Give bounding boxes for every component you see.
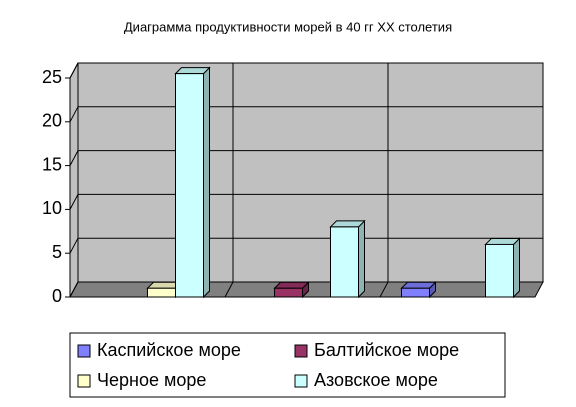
- bar-top: [400, 281, 437, 289]
- bar-top: [174, 67, 211, 75]
- legend-swatch: [294, 374, 308, 388]
- legend-swatch: [294, 344, 308, 358]
- y-tick-label: 25: [42, 67, 62, 87]
- y-tick-label: 5: [52, 242, 62, 262]
- grid-line: [69, 237, 79, 254]
- bar-top: [484, 237, 521, 245]
- group-divider: [224, 281, 234, 298]
- group-divider: [379, 281, 389, 298]
- legend-box: [69, 332, 506, 398]
- bar: [175, 73, 204, 298]
- bar-top: [329, 220, 366, 228]
- bar: [147, 287, 176, 298]
- grid-line: [69, 106, 79, 123]
- y-tick-label: 15: [42, 154, 62, 174]
- bar-side: [203, 66, 210, 299]
- legend-swatch: [77, 374, 91, 388]
- bar-side: [513, 237, 520, 299]
- bar: [330, 226, 359, 298]
- grid-line: [69, 281, 79, 298]
- bar-side: [358, 219, 365, 299]
- legend-label: Азовское море: [314, 370, 438, 390]
- bar-top: [273, 281, 310, 289]
- y-tick-label: 20: [42, 111, 62, 131]
- back-wall: [77, 62, 544, 283]
- legend-label: Балтийское море: [314, 340, 459, 360]
- side-wall: [69, 62, 79, 298]
- chart-title: Диаграмма продуктивности морей в 40 гг X…: [124, 19, 452, 34]
- bar: [485, 243, 514, 298]
- legend-label: Каспийское море: [97, 340, 241, 360]
- grid-line: [69, 62, 79, 79]
- legend-swatch: [77, 344, 91, 358]
- legend-label: Черное море: [97, 370, 206, 390]
- grid-line: [69, 150, 79, 166]
- grid-line: [69, 194, 79, 210]
- bar: [274, 287, 303, 298]
- bar: [401, 287, 430, 298]
- y-tick-label: 0: [52, 286, 62, 306]
- y-tick-label: 10: [42, 198, 62, 218]
